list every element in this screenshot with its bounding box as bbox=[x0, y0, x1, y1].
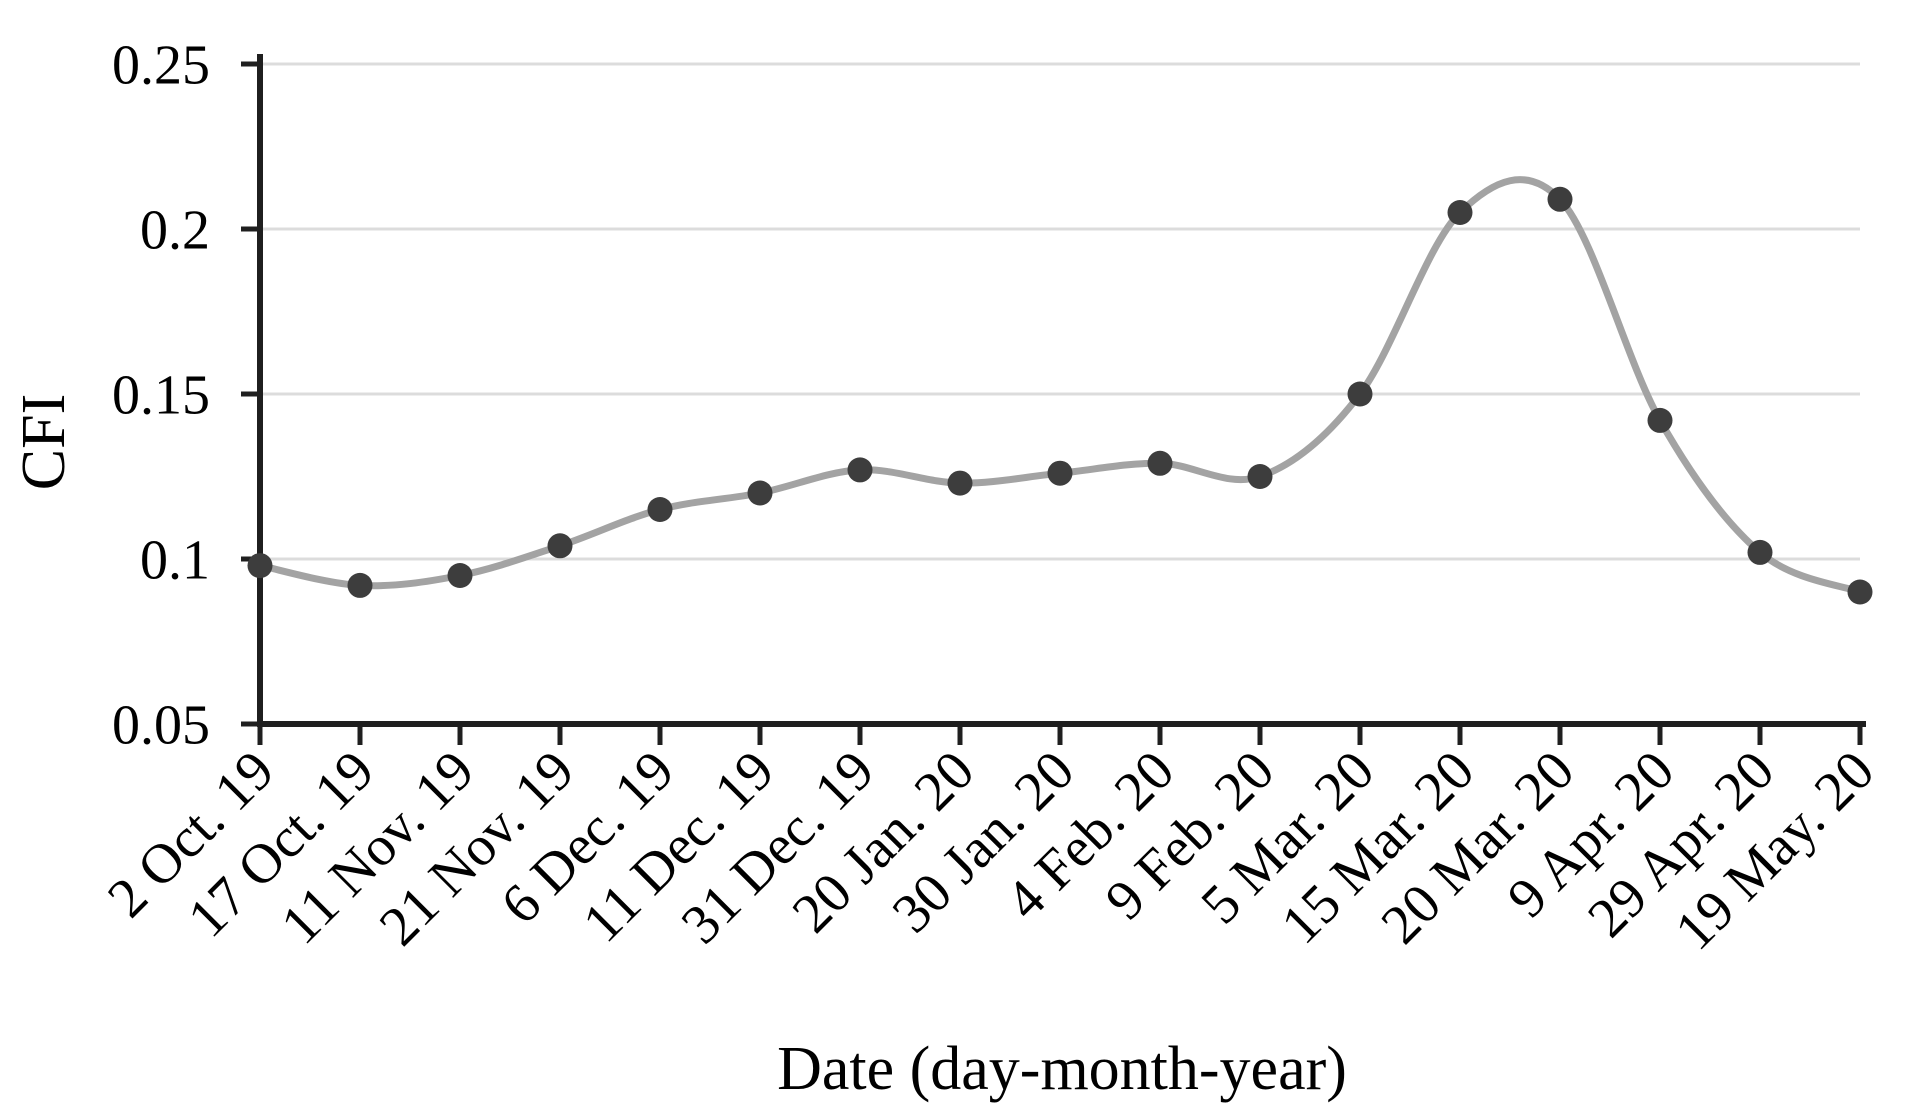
data-point bbox=[847, 457, 873, 483]
data-point bbox=[1447, 200, 1473, 225]
data-point bbox=[1547, 186, 1573, 212]
data-point bbox=[1647, 407, 1673, 433]
data-point bbox=[1347, 381, 1373, 407]
y-tick-label: 0.05 bbox=[112, 695, 210, 757]
data-point bbox=[1847, 579, 1873, 605]
data-point bbox=[247, 553, 273, 579]
data-point bbox=[1247, 464, 1273, 489]
data-point bbox=[1747, 539, 1773, 565]
data-point bbox=[747, 480, 773, 506]
y-axis-title: CFI bbox=[10, 393, 78, 491]
cfi-series-line bbox=[256, 176, 1864, 596]
data-point bbox=[447, 563, 473, 588]
data-point bbox=[547, 533, 573, 559]
y-tick-label: 0.1 bbox=[140, 530, 210, 592]
y-tick-label: 0.15 bbox=[112, 365, 210, 427]
y-tick-label: 0.2 bbox=[140, 200, 210, 262]
data-point bbox=[647, 497, 673, 522]
data-point bbox=[1047, 460, 1073, 486]
data-point bbox=[947, 470, 973, 496]
y-tick-label: 0.25 bbox=[112, 35, 210, 97]
data-point bbox=[1147, 450, 1173, 476]
x-axis-title: Date (day-month-year) bbox=[777, 1035, 1347, 1103]
data-point bbox=[347, 572, 373, 598]
